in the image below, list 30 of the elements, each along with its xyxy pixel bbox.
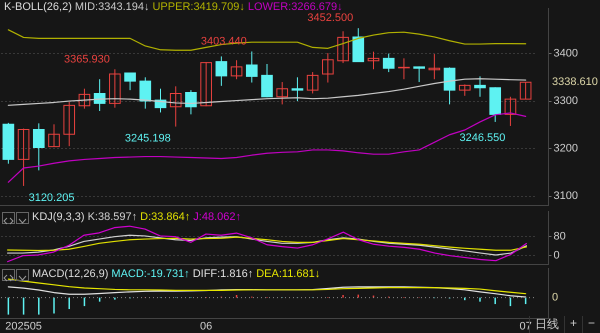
annotation: 3365.930 <box>64 53 110 66</box>
chart-title: MACD(12,26,9) <box>32 268 108 280</box>
x-tick-label: 202505 <box>5 320 42 332</box>
annotation: 3452.500 <box>307 12 354 24</box>
series-label: K:38.597↑ <box>88 211 138 223</box>
text: UPPER:3419.709↓ <box>152 1 245 13</box>
y-tick-label: 3300 <box>554 95 578 108</box>
chart-title: KDJ(9,3,3) <box>32 211 85 223</box>
series-label: DEA:11.681↓ <box>256 268 320 280</box>
series-label: D:33.864↑ <box>140 211 190 223</box>
annotation: 3403.440 <box>200 35 247 48</box>
text: − <box>582 316 600 333</box>
text: MID:3343.194↓ <box>74 1 150 13</box>
annotation: 3120.205 <box>28 192 74 204</box>
y-tick-label: 80 <box>554 230 566 242</box>
y-tick-label: 3400 <box>554 48 578 60</box>
y-tick-label: 3100 <box>554 190 578 202</box>
series-label: DIFF:1.816↑ <box>192 268 254 280</box>
chart-title: K-BOLL(26,2) <box>4 1 72 13</box>
y-tick-label: 0 <box>554 249 560 262</box>
text: 日线 <box>534 317 559 331</box>
text: 3338.610 <box>552 76 598 88</box>
x-tick-label: 06 <box>200 320 212 332</box>
annotation: 3246.550 <box>460 132 506 144</box>
annotation: 3245.198 <box>124 132 171 145</box>
text: + <box>564 316 582 333</box>
series-label: J:48.062↑ <box>193 211 241 223</box>
series-label: MACD:-19.731↑ <box>111 268 190 280</box>
y-tick-label: 3200 <box>554 142 578 155</box>
text: LOWER:3266.679↓ <box>248 1 343 13</box>
